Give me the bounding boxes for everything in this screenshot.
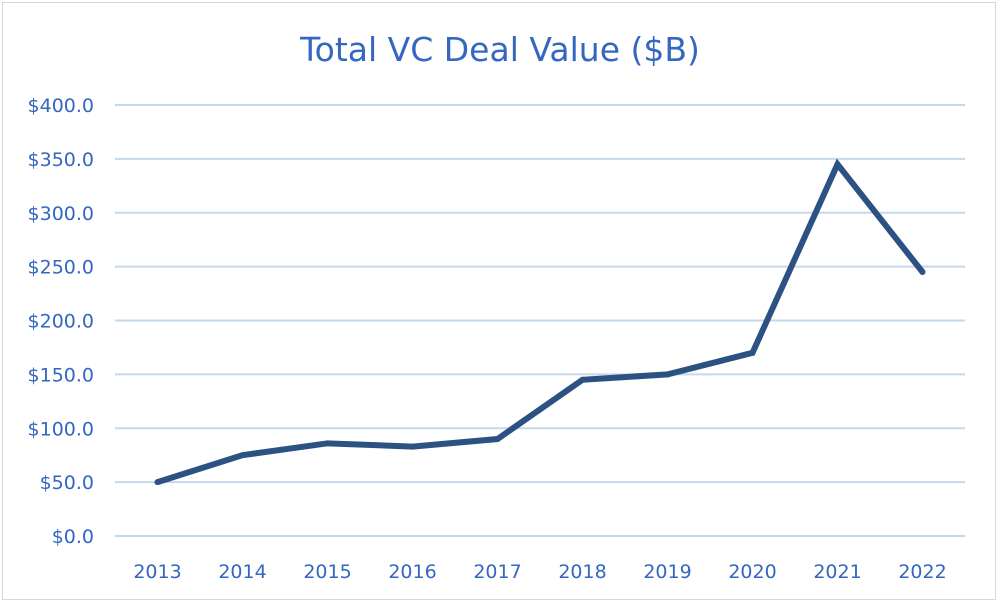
x-tick-label: 2021: [813, 561, 861, 583]
y-tick-label: $400.0: [28, 95, 94, 117]
series-line: [156, 158, 925, 485]
chart-title: Total VC Deal Value ($B): [299, 30, 700, 69]
series-group: [154, 158, 926, 486]
data-point: [409, 443, 416, 450]
data-point: [239, 452, 246, 459]
y-axis-ticks: $0.0 $50.0 $100.0 $150.0 $200.0 $250.0 $300.0 $…: [28, 95, 94, 548]
x-axis-ticks: 2013 2014 2015 2016 2017 2018 2019 2020 2021 2022: [133, 561, 946, 583]
data-point: [834, 161, 841, 168]
data-point: [664, 371, 671, 378]
y-tick-label: $150.0: [28, 364, 94, 386]
y-tick-label: $100.0: [28, 418, 94, 440]
data-point: [154, 479, 161, 486]
x-tick-label: 2020: [728, 561, 776, 583]
data-point: [324, 440, 331, 447]
y-tick-label: $300.0: [28, 203, 94, 225]
data-point: [749, 349, 756, 356]
x-tick-label: 2014: [218, 561, 266, 583]
y-tick-label: $50.0: [40, 472, 94, 494]
x-tick-label: 2013: [133, 561, 181, 583]
x-tick-label: 2016: [388, 561, 436, 583]
data-point: [919, 269, 926, 276]
y-tick-label: $350.0: [28, 149, 94, 171]
x-tick-label: 2019: [643, 561, 691, 583]
x-tick-label: 2017: [473, 561, 521, 583]
gridlines: [115, 104, 965, 537]
data-point: [579, 376, 586, 383]
y-tick-label: $0.0: [52, 526, 94, 548]
y-tick-label: $200.0: [28, 311, 94, 333]
y-tick-label: $250.0: [28, 257, 94, 279]
x-tick-label: 2022: [898, 561, 946, 583]
data-point: [494, 436, 501, 443]
x-tick-label: 2015: [303, 561, 351, 583]
x-tick-label: 2018: [558, 561, 606, 583]
